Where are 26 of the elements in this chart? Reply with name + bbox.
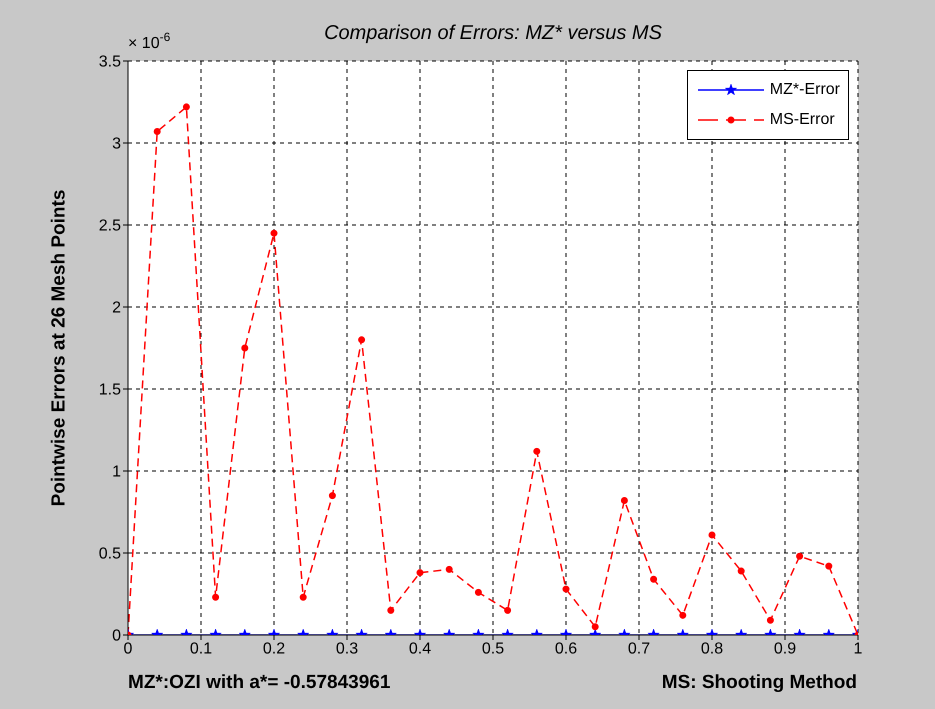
y-tick-label: 2 [112, 300, 122, 317]
text: × 10$^{-6}$ [128, 30, 171, 52]
x-tick-label: 0.2 [262, 640, 286, 658]
y-tick-label: 0.5 [98, 546, 122, 563]
x-tick-label: 0 [124, 640, 133, 658]
legend-label: MZ*-Error [770, 81, 840, 99]
chart-title: Comparison of Errors: MZ* versus MS [324, 22, 662, 44]
y-tick-label: 3 [112, 136, 122, 153]
x-tick-label: 0.1 [190, 640, 212, 658]
x-tick-label: 1 [854, 640, 863, 658]
y-tick-label: 1 [112, 464, 122, 481]
text: MS: Shooting Method [662, 672, 857, 694]
x-tick-label: 0.5 [482, 640, 504, 658]
x-tick-label: 0.4 [408, 640, 432, 658]
x-tick-label: 0.9 [774, 640, 796, 658]
text: MZ*:OZI with a*= -0.57843961 [128, 672, 390, 694]
y-tick-label: 3.5 [98, 54, 122, 71]
x-tick-label: 0.8 [700, 640, 724, 658]
y-tick-label: 1.5 [98, 382, 122, 399]
legend-label: MS-Error [770, 111, 835, 129]
y-tick-label: 0 [112, 628, 122, 645]
x-tick-label: 0.6 [554, 640, 578, 658]
y-tick-label: 2.5 [98, 218, 122, 235]
x-tick-label: 0.7 [628, 640, 650, 658]
x-tick-label: 0.3 [336, 640, 358, 658]
y-axis-title: Pointwise Errors at 26 Mesh Points [48, 190, 70, 506]
